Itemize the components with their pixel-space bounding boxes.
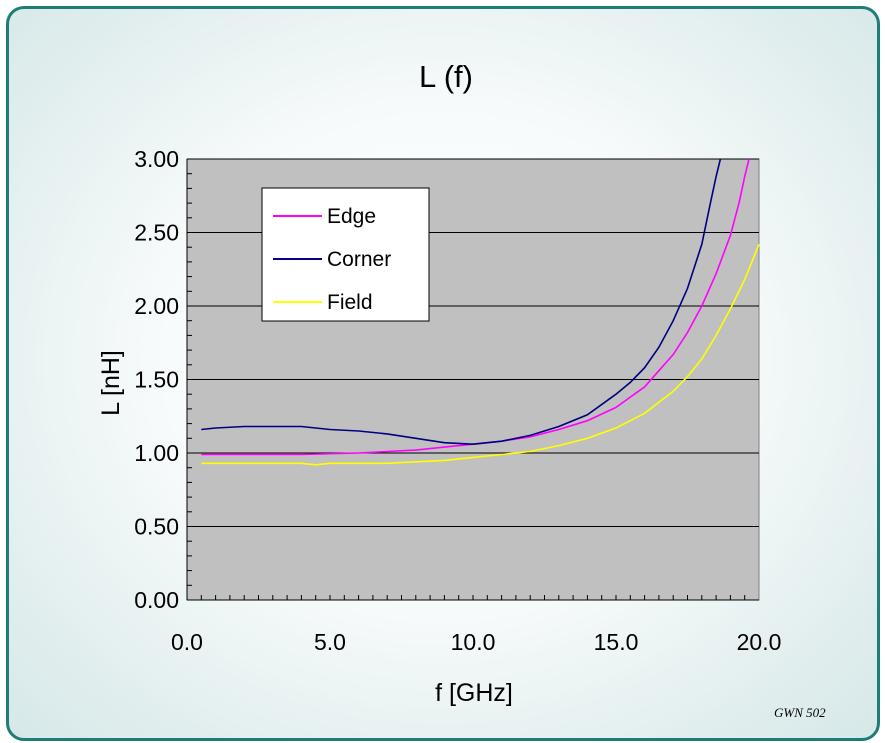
x-tick-label: 15.0 [594, 629, 639, 655]
watermark-text: GWN 502 [774, 705, 826, 720]
y-tick-label: 2.50 [134, 220, 179, 246]
y-tick-label: 0.00 [134, 587, 179, 613]
y-tick-label: 3.00 [134, 146, 179, 172]
legend-box [261, 187, 430, 322]
legend-label-edge: Edge [327, 205, 376, 228]
y-axis-label: L [nH] [97, 350, 125, 416]
chart-title: L (f) [419, 59, 473, 94]
series-lines [201, 158, 760, 466]
series-line-corner [201, 158, 722, 446]
y-tick-label: 1.50 [134, 367, 179, 393]
minor-ticks [187, 158, 746, 601]
legend: Edge Corner Field [261, 187, 430, 322]
y-tick-label: 1.00 [134, 440, 179, 466]
x-tick-label: 0.0 [171, 629, 203, 655]
series-line-edge [201, 158, 750, 456]
legend-label-corner: Corner [327, 248, 391, 271]
x-tick-label: 20.0 [737, 629, 782, 655]
chart-svg: L (f) 0.00 0.50 1.00 1.50 2.00 2.50 3.00 0.0 5.… [97, 59, 826, 720]
x-tick-labels: 0.0 5.0 10.0 15.0 20.0 [171, 629, 781, 655]
series-line-field [201, 243, 760, 466]
x-tick-label: 10.0 [451, 629, 496, 655]
x-axis-label: f [GHz] [435, 679, 513, 707]
legend-label-field: Field [327, 291, 373, 314]
x-tick-label: 5.0 [314, 629, 346, 655]
y-tick-label: 0.50 [134, 514, 179, 540]
y-tick-labels: 0.00 0.50 1.00 1.50 2.00 2.50 3.00 [134, 146, 179, 613]
y-tick-label: 2.00 [134, 293, 179, 319]
chart-frame: L (f) 0.00 0.50 1.00 1.50 2.00 2.50 3.00 0.0 5.… [6, 6, 880, 741]
